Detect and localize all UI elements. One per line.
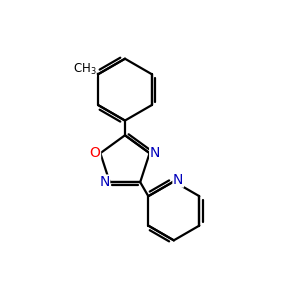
Text: N: N [173, 173, 183, 187]
Text: O: O [90, 146, 101, 160]
Text: N: N [150, 146, 160, 160]
Text: CH$_3$: CH$_3$ [73, 61, 96, 77]
Text: N: N [99, 175, 110, 189]
